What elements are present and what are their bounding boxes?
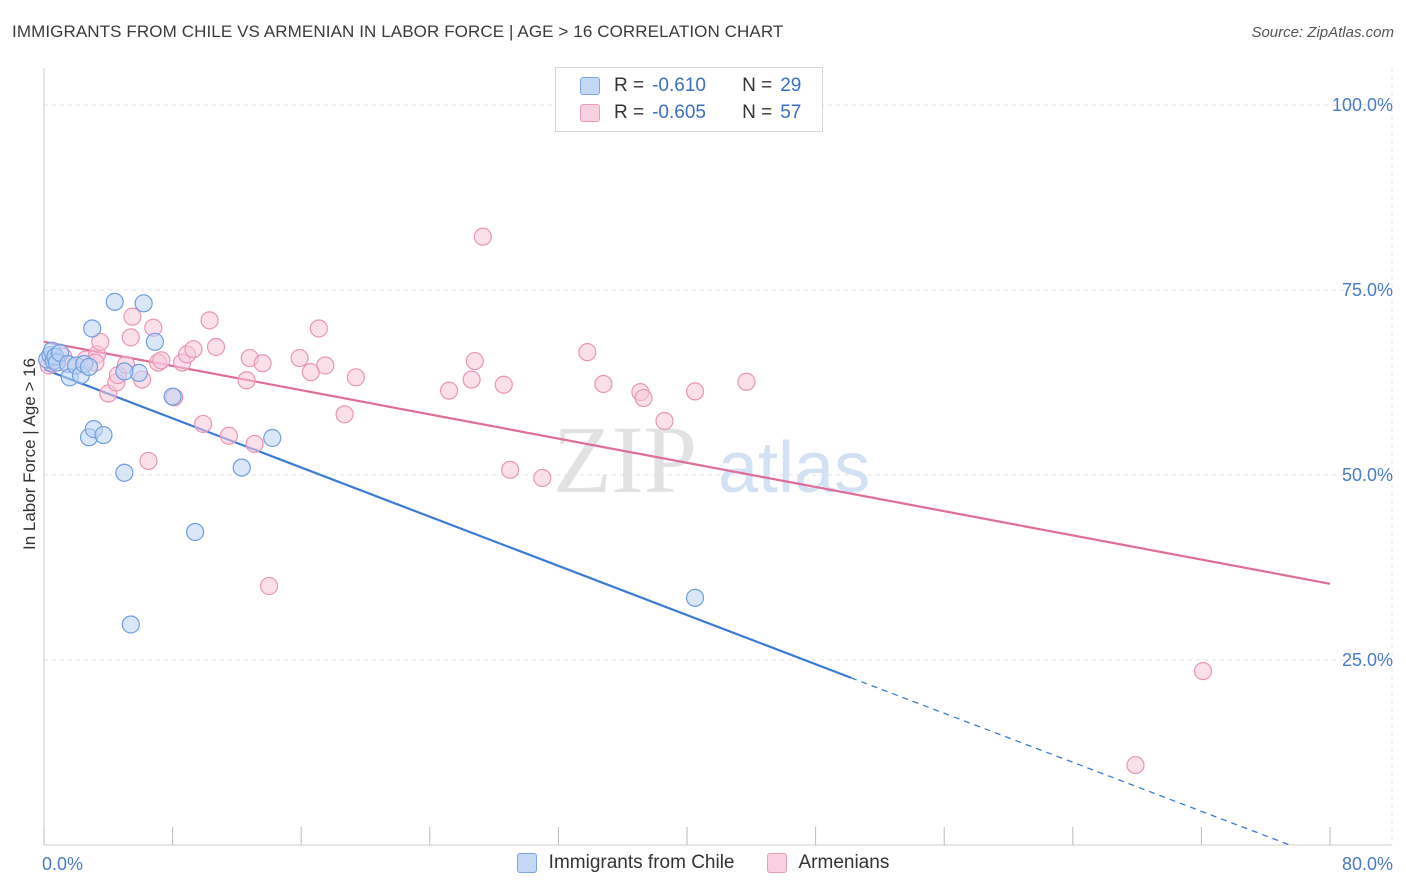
chile-point: [163, 387, 182, 406]
armenian-point: [200, 311, 219, 330]
y-tick-label: 50.0%: [1342, 465, 1393, 485]
legend-swatch-armenian: [766, 853, 787, 873]
armenian-point: [655, 411, 674, 431]
armenian-point: [594, 374, 613, 394]
legend-swatch-armenian: [580, 104, 600, 122]
armenian-point: [346, 368, 365, 387]
trend-line-extension: [850, 677, 1291, 846]
armenian-point: [533, 468, 552, 488]
chile-point: [79, 357, 99, 377]
armenian-point: [259, 576, 279, 596]
chile-point: [94, 425, 113, 445]
trend-lines: [43, 340, 1331, 846]
data-points: [38, 227, 1213, 775]
tick-labels: 25.0% 50.0% 75.0% 100.0% 0.0% 80.0%: [42, 95, 1393, 874]
armenian-point: [316, 356, 335, 375]
correlation-legend: R = -0.610 N = 29 R = -0.605 N = 57: [555, 67, 823, 132]
legend-label-armenian: Armenians: [798, 852, 890, 873]
armenian-point: [309, 319, 328, 338]
armenian-point: [194, 414, 213, 434]
x-tick-label: 0.0%: [42, 854, 83, 874]
armenian-point: [152, 351, 171, 370]
armenian-point: [253, 354, 272, 373]
legend-n-label: N =: [742, 102, 773, 123]
source-label: Source: ZipAtlas.com: [1251, 24, 1394, 41]
armenian-point: [237, 371, 256, 390]
series-legend: Immigrants from Chile Armenians: [0, 852, 1406, 874]
armenian-point: [439, 381, 459, 400]
y-axis-label: In Labor Force | Age > 16: [20, 358, 39, 550]
chile-point: [685, 588, 705, 607]
armenian-point: [184, 340, 203, 359]
legend-item-chile: Immigrants from Chile: [516, 852, 735, 874]
legend-item-armenian: Armenians: [766, 852, 890, 874]
chile-point: [232, 458, 251, 477]
armenian-point: [737, 372, 756, 391]
armenian-point: [634, 388, 653, 408]
chile-point: [83, 319, 102, 338]
armenian-point: [121, 328, 140, 347]
legend-n-value: 57: [780, 102, 802, 123]
armenian-point: [123, 307, 142, 326]
armenian-point: [462, 370, 481, 389]
armenian-point: [1126, 755, 1145, 775]
armenian-point: [501, 460, 520, 479]
grid-lines: [44, 68, 1393, 845]
legend-row-chile: R = -0.610 N = 29: [580, 74, 801, 98]
y-tick-label: 25.0%: [1342, 650, 1393, 670]
y-tick-label: 75.0%: [1342, 280, 1393, 300]
watermark-atlas: atlas: [718, 428, 870, 508]
armenian-point: [685, 382, 705, 401]
legend-n-value: 29: [780, 75, 802, 96]
chile-point: [263, 428, 282, 448]
armenian-point: [494, 375, 513, 394]
armenian-point: [139, 451, 158, 471]
legend-row-armenian: R = -0.605 N = 57: [580, 101, 801, 125]
trend-line: [43, 368, 852, 679]
axes: [43, 68, 1392, 846]
chile-point: [145, 332, 165, 351]
legend-label-chile: Immigrants from Chile: [548, 852, 735, 873]
armenian-point: [245, 434, 264, 454]
legend-r-label: R =: [614, 75, 645, 96]
chart-title: IMMIGRANTS FROM CHILE VS ARMENIAN IN LAB…: [12, 22, 784, 41]
armenian-point: [578, 343, 597, 362]
legend-swatch-chile: [516, 853, 537, 873]
legend-r-value: -0.610: [652, 75, 706, 96]
armenian-point: [473, 227, 492, 246]
chile-point: [121, 615, 140, 634]
legend-n-label: N =: [742, 75, 773, 96]
trend-line: [43, 340, 1331, 585]
armenian-point: [290, 348, 309, 368]
chile-point: [186, 522, 205, 542]
legend-r-value: -0.605: [652, 102, 706, 123]
chile-point: [115, 362, 134, 381]
armenian-point: [1193, 661, 1213, 681]
armenian-point: [335, 405, 354, 424]
y-tick-label: 100.0%: [1332, 95, 1393, 115]
armenian-point: [465, 351, 484, 371]
chile-point: [134, 294, 153, 313]
legend-r-label: R =: [614, 102, 645, 123]
watermark: ZIP atlas: [553, 406, 870, 513]
x-tick-label: 80.0%: [1342, 854, 1393, 874]
legend-swatch-chile: [580, 77, 600, 95]
armenian-point: [219, 426, 238, 445]
chile-point: [105, 292, 124, 311]
chile-point: [115, 463, 134, 482]
armenian-point: [206, 337, 226, 357]
armenian-point: [91, 332, 110, 351]
